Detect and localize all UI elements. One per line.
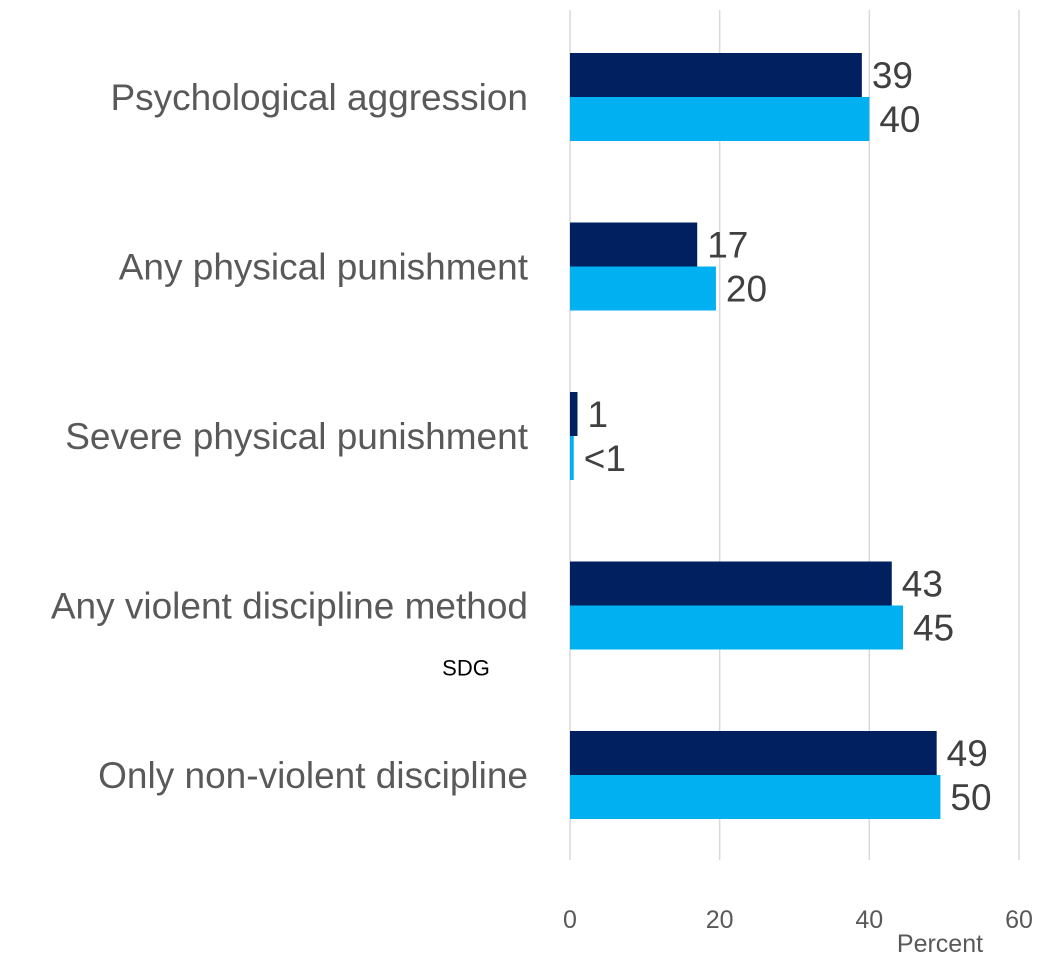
x-axis-ticks: 0 20 40 60 (563, 906, 1033, 934)
data-label: 43 (902, 564, 943, 605)
data-label: <1 (584, 438, 626, 479)
x-tick-label: 0 (563, 906, 577, 934)
category-sublabel: SDG (442, 656, 490, 681)
bar (570, 605, 903, 650)
x-tick-label: 20 (706, 906, 734, 934)
bars (570, 53, 941, 819)
category-label: Any violent discipline method (51, 586, 528, 627)
data-label: 49 (947, 733, 988, 774)
data-label: 1 (587, 394, 608, 435)
category-label: Any physical punishment (119, 247, 529, 288)
category-label: Severe physical punishment (65, 416, 528, 457)
bar (570, 775, 941, 819)
bar (570, 392, 578, 436)
bar (570, 53, 862, 97)
data-label: 50 (950, 777, 991, 818)
bar (570, 97, 870, 141)
bar (570, 266, 716, 311)
x-tick-label: 60 (1005, 906, 1033, 934)
data-label: 20 (726, 269, 767, 310)
x-axis-title: Percent (897, 930, 983, 958)
bar (570, 731, 937, 775)
data-label: 17 (707, 225, 748, 266)
x-tick-label: 40 (855, 906, 883, 934)
data-label: 45 (913, 608, 954, 649)
category-labels: Psychological aggression Any physical pun… (51, 77, 529, 796)
bar (570, 222, 698, 267)
data-label: 40 (879, 99, 920, 140)
bar (570, 561, 892, 606)
category-label: Only non-violent discipline (98, 755, 528, 796)
category-label: Psychological aggression (110, 77, 528, 118)
bar (570, 436, 574, 480)
data-label: 39 (872, 55, 913, 96)
